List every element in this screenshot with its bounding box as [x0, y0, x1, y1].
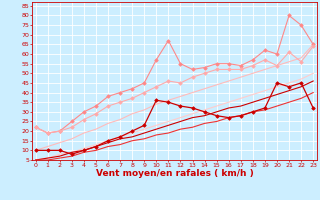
- X-axis label: Vent moyen/en rafales ( km/h ): Vent moyen/en rafales ( km/h ): [96, 169, 253, 178]
